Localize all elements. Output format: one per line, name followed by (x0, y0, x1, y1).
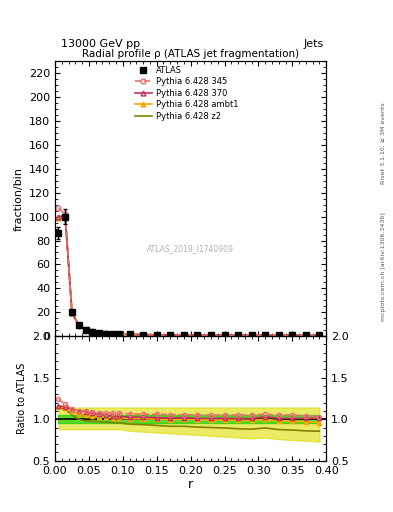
Text: ATLAS_2019_I1740909: ATLAS_2019_I1740909 (147, 244, 234, 252)
Text: Jets: Jets (304, 38, 324, 49)
Text: mcplots.cern.ch [arXiv:1306.3436]: mcplots.cern.ch [arXiv:1306.3436] (381, 212, 386, 321)
Legend: ATLAS, Pythia 6.428 345, Pythia 6.428 370, Pythia 6.428 ambt1, Pythia 6.428 z2: ATLAS, Pythia 6.428 345, Pythia 6.428 37… (135, 66, 239, 121)
Y-axis label: fraction/bin: fraction/bin (13, 167, 23, 231)
Text: 13000 GeV pp: 13000 GeV pp (61, 38, 140, 49)
Text: Rivet 3.1.10, ≥ 3M events: Rivet 3.1.10, ≥ 3M events (381, 102, 386, 184)
X-axis label: r: r (188, 478, 193, 492)
Y-axis label: Ratio to ATLAS: Ratio to ATLAS (17, 362, 27, 434)
Title: Radial profile ρ (ATLAS jet fragmentation): Radial profile ρ (ATLAS jet fragmentatio… (82, 49, 299, 59)
